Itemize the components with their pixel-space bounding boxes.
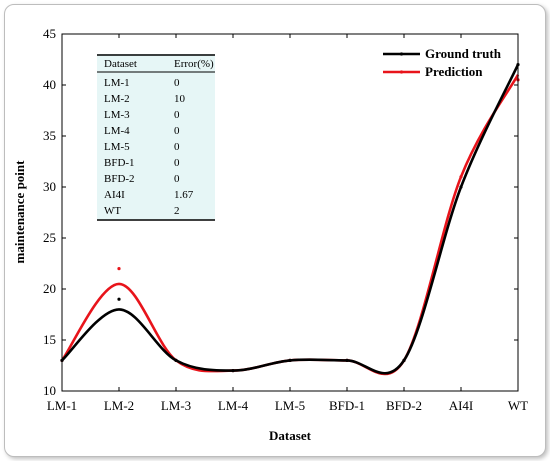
table-background	[97, 54, 215, 220]
table-cell-error: 0	[174, 173, 180, 185]
table-cell-error: 0	[174, 77, 180, 89]
y-tick-label: 35	[43, 128, 56, 143]
data-point-ground-truth	[402, 358, 406, 362]
table-cell-error: 0	[174, 125, 180, 137]
x-tick-label: BFD-2	[386, 398, 422, 413]
y-axis-label: maintenance point	[12, 160, 27, 264]
y-tick-label: 25	[43, 230, 56, 245]
x-tick-label: WT	[508, 398, 528, 413]
table-cell-dataset: LM-5	[104, 141, 130, 153]
data-point-ground-truth	[174, 358, 178, 362]
y-tick-label: 30	[43, 179, 56, 194]
table-cell-error: 0	[174, 141, 180, 153]
legend: Ground truth Prediction	[383, 46, 502, 79]
table-cell-dataset: LM-4	[104, 125, 130, 137]
table-cell-dataset: BFD-1	[104, 157, 135, 169]
x-tick-label: BFD-1	[329, 398, 365, 413]
table-cell-dataset: AI4I	[104, 189, 125, 201]
table-cell-error: 1.67	[174, 189, 194, 201]
data-point-ground-truth	[459, 185, 463, 189]
x-tick-label: LM-2	[104, 398, 134, 413]
axes: LM-1 LM-2 LM-3 LM-4 LM-5 BFD-1 BFD-2 AI4I WT 10 15…	[43, 26, 528, 413]
data-point-ground-truth	[117, 297, 121, 301]
table-header-cell: Error(%)	[174, 58, 214, 70]
data-point-ground-truth	[231, 369, 235, 373]
x-tick-label: LM-3	[161, 398, 191, 413]
table-cell-error: 2	[174, 205, 180, 217]
x-axis-label: Dataset	[269, 428, 312, 443]
data-point-prediction	[459, 175, 463, 179]
y-tick-label: 15	[43, 332, 56, 347]
series-layer	[60, 63, 520, 376]
y-tick-label: 40	[43, 77, 56, 92]
table-cell-error: 10	[174, 93, 186, 105]
table-cell-dataset: LM-2	[104, 93, 130, 105]
x-tick-label: AI4I	[449, 398, 474, 413]
legend-label-ground-truth: Ground truth	[425, 46, 502, 61]
table-cell-error: 0	[174, 109, 180, 121]
data-point-prediction	[117, 267, 121, 271]
x-tick-label: LM-4	[218, 398, 249, 413]
legend-label-prediction: Prediction	[425, 64, 483, 79]
legend-marker-prediction	[399, 70, 404, 74]
series-line-ground-truth	[61, 64, 520, 375]
data-point-ground-truth	[288, 358, 292, 362]
y-tick-label: 10	[43, 383, 56, 398]
data-point-ground-truth	[345, 358, 349, 362]
y-tick-label: 20	[43, 281, 56, 296]
table-cell-dataset: WT	[104, 205, 121, 217]
legend-marker-ground-truth	[399, 52, 404, 56]
table-cell-error: 0	[174, 157, 180, 169]
table-cell-dataset: LM-3	[104, 109, 130, 121]
table-header-cell: Dataset	[104, 58, 137, 70]
figure-frame	[4, 4, 546, 457]
table-cell-dataset: LM-1	[104, 77, 130, 89]
error-table: Dataset Error(%) LM-1 0 LM-2 10 LM-3 0 LM-4 0 LM-5…	[97, 54, 215, 221]
x-tick-label: LM-5	[275, 398, 305, 413]
x-tick-label: LM-1	[47, 398, 77, 413]
table-cell-dataset: BFD-2	[104, 173, 135, 185]
y-tick-label: 45	[43, 26, 56, 41]
